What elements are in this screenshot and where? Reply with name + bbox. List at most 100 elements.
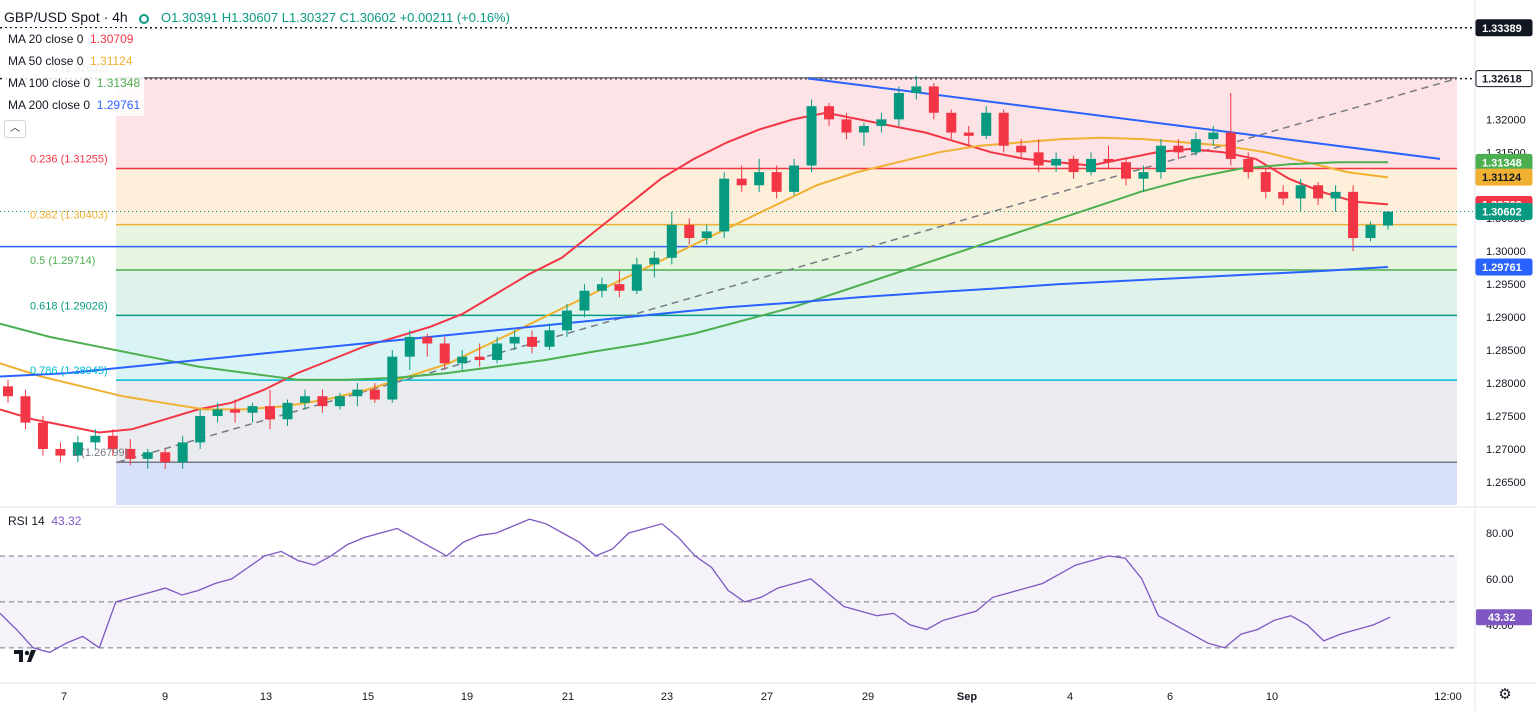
candle-body	[317, 396, 328, 407]
price-badge-label: 1.29761	[1482, 262, 1522, 274]
candle-body	[614, 284, 625, 291]
candle	[1120, 158, 1131, 186]
candle-body	[1260, 172, 1271, 192]
candle	[317, 389, 328, 413]
candle-body	[1068, 158, 1079, 173]
fib-level-label: 0.786 (1.28045)	[30, 365, 108, 377]
candle-body	[1208, 132, 1219, 140]
candle-body	[806, 106, 817, 166]
candle	[352, 383, 363, 407]
candle-body	[3, 386, 13, 397]
ma-value: 1.29761	[96, 98, 141, 112]
price-badge-bg	[1475, 70, 1533, 88]
fib-zone	[116, 224, 1457, 271]
candle-body	[963, 132, 974, 136]
candle-body	[1033, 152, 1044, 166]
ma-value: 1.31124	[90, 54, 133, 68]
price-tick: 1.27000	[1486, 444, 1526, 456]
candle	[1138, 165, 1149, 192]
rsi-legend[interactable]: RSI 14 43.32	[8, 514, 81, 528]
candle	[754, 158, 765, 192]
candle-body	[1225, 132, 1236, 159]
legend: GBP/USD Spot · 4h O1.30391 H1.30607 L1.3…	[4, 6, 510, 138]
candle	[1208, 125, 1219, 146]
ma-value: 1.31348	[96, 76, 141, 90]
candle-body	[736, 178, 747, 186]
candle-body	[1120, 162, 1131, 179]
candle	[107, 429, 118, 456]
candle-body	[474, 356, 485, 360]
collapse-legend-button[interactable]: ︿	[4, 120, 26, 138]
ohlc-high: H1.30607	[221, 10, 279, 25]
candle	[492, 336, 503, 364]
time-tick: 10	[1266, 691, 1278, 703]
candle-body	[1365, 224, 1376, 239]
moving-average-lines	[0, 111, 1389, 434]
ma-legend-row[interactable]: MA 50 close 0 1.31124	[4, 50, 510, 72]
tradingview-logo-icon[interactable]	[12, 646, 42, 666]
candle-body	[247, 406, 258, 413]
time-tick: 9	[162, 691, 168, 703]
candle-body	[1243, 158, 1254, 173]
candle	[963, 125, 974, 146]
candle	[824, 102, 835, 126]
candle-body	[911, 86, 922, 93]
symbol-title[interactable]: GBP/USD Spot · 4h	[4, 9, 128, 25]
candle	[1348, 185, 1359, 252]
candle	[614, 270, 625, 298]
gear-icon[interactable]: ⚙	[1498, 686, 1512, 703]
candle	[1260, 168, 1271, 199]
candle-body	[282, 402, 293, 420]
candle	[299, 389, 310, 410]
candle-body	[666, 224, 677, 258]
price-tick: 1.29000	[1486, 312, 1526, 324]
candle	[457, 350, 468, 370]
candle	[282, 399, 293, 426]
price-badge-bg	[1475, 19, 1533, 37]
candle-body	[422, 336, 433, 344]
candle	[1383, 210, 1393, 230]
candle-body	[1086, 158, 1097, 173]
fib-zone	[116, 380, 1457, 463]
price-tick: 1.26500	[1486, 477, 1526, 489]
candle-body	[1295, 185, 1306, 199]
fib-level-label: 1 (1.26799)	[72, 447, 128, 459]
ma-legend-row[interactable]: MA 100 close 0 1.31348	[4, 72, 510, 94]
candle-body	[107, 435, 118, 449]
candle	[1295, 178, 1306, 212]
ohlc-open: O1.30391	[160, 10, 219, 25]
candle-body	[893, 92, 904, 120]
candle	[579, 284, 590, 318]
candle	[911, 75, 922, 100]
candle	[195, 409, 206, 449]
candle	[90, 429, 101, 449]
price-badge-label: 1.31348	[1482, 157, 1522, 169]
candle-body	[876, 119, 887, 126]
candle	[422, 333, 433, 357]
rsi-label: RSI 14	[8, 514, 45, 528]
candles	[3, 75, 1393, 469]
time-tick: 15	[362, 691, 374, 703]
candle-body	[527, 336, 538, 347]
candle-body	[858, 125, 869, 133]
candle	[404, 330, 415, 370]
ma-legend-row[interactable]: MA 20 close 0 1.30709	[4, 28, 510, 50]
candle	[3, 379, 13, 403]
candle	[893, 86, 904, 126]
candle	[998, 109, 1009, 153]
candle	[265, 389, 276, 430]
price-tick: 1.29500	[1486, 279, 1526, 291]
ma-label: MA 200 close 0	[8, 98, 91, 112]
candle-body	[195, 416, 206, 443]
ma-legend-row[interactable]: MA 200 close 0 1.29761	[4, 94, 510, 116]
candle-body	[160, 452, 171, 463]
candle-body	[265, 406, 276, 420]
candle-body	[701, 231, 712, 239]
fib-lines	[116, 76, 1457, 463]
candle-body	[596, 284, 607, 291]
time-tick: Sep	[957, 691, 977, 703]
time-tick: 27	[761, 691, 773, 703]
candle-body	[946, 112, 957, 133]
